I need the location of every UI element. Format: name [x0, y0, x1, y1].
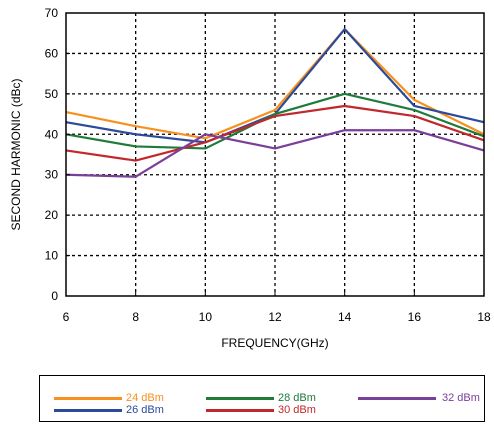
legend-swatch-28dbm	[206, 396, 274, 400]
y-axis-label: SECOND HARMONIC (dBc)	[9, 78, 23, 230]
legend-item-26dbm: 26 dBm	[54, 404, 164, 416]
legend-item-30dbm: 30 dBm	[206, 404, 316, 416]
legend: 24 dBm 26 dBm 28 dBm 30 dBm 32 dBm	[39, 375, 485, 422]
series-line-28dbm	[65, 92, 485, 150]
legend-item-24dbm: 24 dBm	[54, 392, 164, 404]
legend-swatch-24dbm	[54, 396, 122, 400]
line-chart: 0 10 20 30 40 50 60 70 6 8 10 12 14 16 18 FREQUENCY(G…	[9, 6, 491, 350]
ticks	[65, 12, 485, 297]
series-lines	[65, 28, 485, 178]
y-tick-label: 70	[45, 6, 59, 20]
y-tick-label: 60	[45, 46, 59, 60]
y-tick-label: 20	[45, 208, 59, 222]
y-tick-label: 10	[45, 249, 59, 263]
legend-swatch-32dbm	[358, 396, 436, 400]
x-axis-label: FREQUENCY(GHz)	[221, 336, 328, 350]
legend-label-24dbm: 24 dBm	[126, 392, 164, 404]
y-tick-label: 40	[45, 127, 59, 141]
legend-item-28dbm: 28 dBm	[206, 392, 316, 404]
legend-swatch-26dbm	[54, 408, 122, 412]
x-tick-label: 6	[63, 310, 70, 324]
legend-label-28dbm: 28 dBm	[278, 392, 316, 404]
series-line-24dbm	[65, 28, 485, 140]
y-tick-labels: 0 10 20 30 40 50 60 70	[45, 6, 59, 303]
x-tick-labels: 6 8 10 12 14 16 18	[63, 310, 491, 324]
series-line-32dbm	[65, 129, 485, 178]
x-tick-label: 18	[477, 310, 491, 324]
legend-swatch-30dbm	[206, 408, 274, 412]
y-tick-label: 50	[45, 87, 59, 101]
y-tick-label: 30	[45, 168, 59, 182]
x-tick-label: 12	[268, 310, 282, 324]
x-tick-label: 8	[132, 310, 139, 324]
y-tick-label: 0	[51, 289, 58, 303]
legend-item-32dbm: 32 dBm	[358, 392, 480, 404]
legend-label-30dbm: 30 dBm	[278, 404, 316, 416]
series-line-30dbm	[65, 104, 485, 162]
grid	[66, 13, 484, 296]
x-tick-label: 10	[199, 310, 213, 324]
x-tick-label: 14	[338, 310, 352, 324]
legend-label-32dbm: 32 dBm	[442, 392, 480, 404]
legend-label-26dbm: 26 dBm	[126, 404, 164, 416]
x-tick-label: 16	[408, 310, 422, 324]
